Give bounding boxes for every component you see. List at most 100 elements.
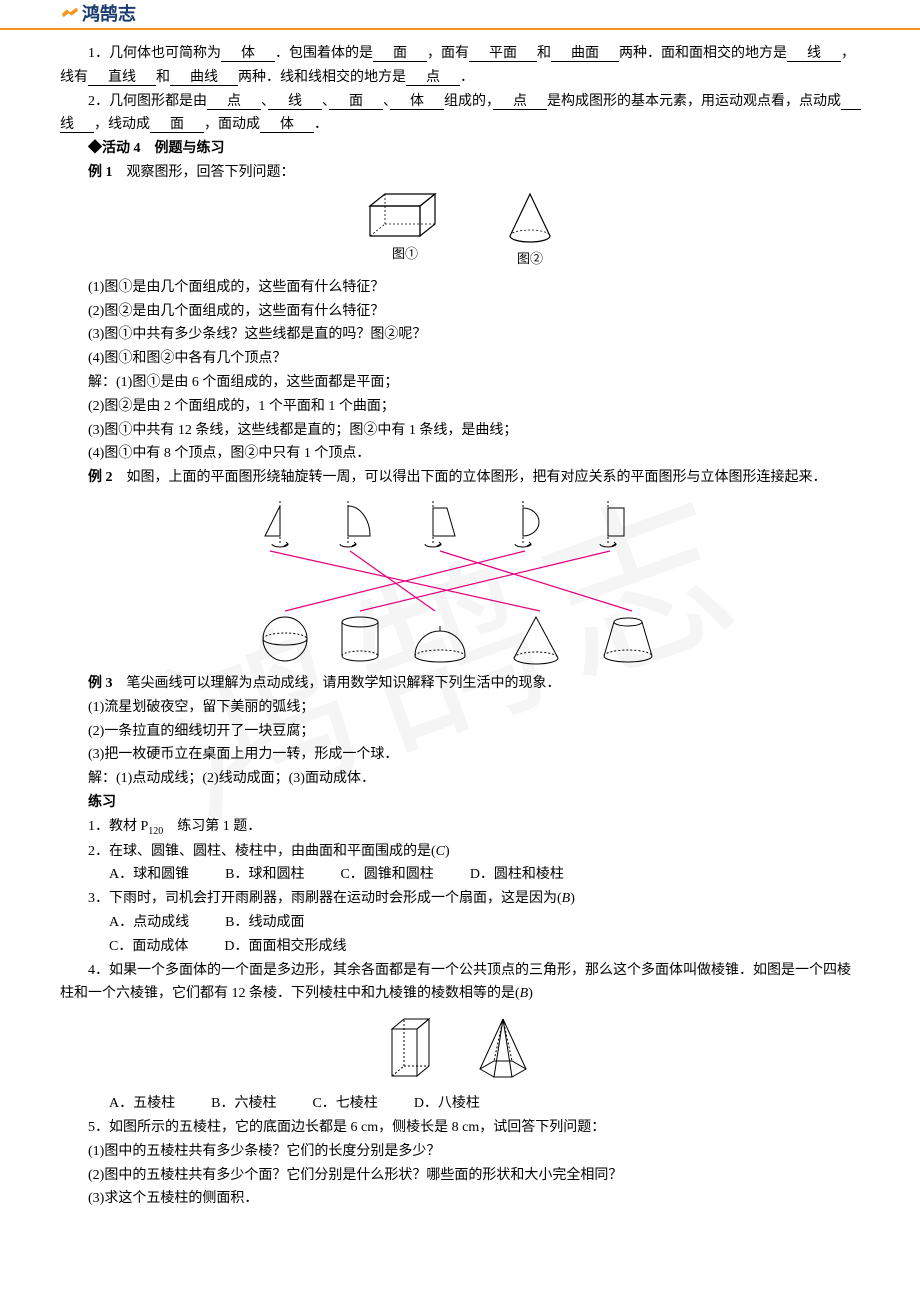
text: ) xyxy=(570,891,575,906)
ex3-2: (2)一条拉直的细线切开了一块豆腐； xyxy=(60,720,860,744)
text: ) xyxy=(528,986,533,1001)
practice-4-options: A．五棱柱 B．六棱柱 C．七棱柱 D．八棱柱 xyxy=(60,1092,860,1116)
page-header: 鸿鹄志 xyxy=(0,0,920,30)
blank: 体 xyxy=(390,94,444,110)
blank: 面 xyxy=(329,94,383,110)
practice-5-1: (1)图中的五棱柱共有多少条棱？它们的长度分别是多少？ xyxy=(60,1140,860,1164)
blank: 曲线 xyxy=(170,70,238,86)
num: 2． xyxy=(88,94,109,109)
practice-5: 5．如图所示的五棱柱，它的底面边长都是 6 cm，侧棱长是 8 cm，试回答下列… xyxy=(60,1116,860,1140)
subscript: 120 xyxy=(148,826,163,837)
figure-2-caption: 图② xyxy=(517,248,543,270)
blank: 面 xyxy=(150,117,204,133)
ex3-3: (3)把一枚硬币立在桌面上用力一转，形成一个球． xyxy=(60,743,860,767)
text: 几何图形都是由 xyxy=(109,94,207,109)
text: ，面有 xyxy=(427,46,469,61)
practice-3-options-2: C．面动成体 D．面面相交形成线 xyxy=(60,935,860,959)
example-3-text: 笔尖画线可以理解为点动成线，请用数学知识解释下列生活中的现象． xyxy=(113,676,561,691)
practice-4-figures xyxy=(60,1014,860,1084)
ex1-q3: (3)图①中共有多少条线？这些线都是直的吗？图②呢？ xyxy=(60,323,860,347)
option-c: C．圆锥和圆柱 xyxy=(340,863,433,887)
document-body: 1．几何体也可简称为 体 ．包围着体的是 面 ，面有 平面 和 曲面 两种．面和… xyxy=(0,42,920,1311)
answer: C xyxy=(436,844,445,859)
option-a: A．五棱柱 xyxy=(109,1092,175,1116)
text: 、 xyxy=(383,94,390,109)
text: ) xyxy=(445,844,450,859)
ex1-a1: 解：(1)图①是由 6 个面组成的，这些面都是平面； xyxy=(60,371,860,395)
logo-icon xyxy=(60,6,80,22)
prism-icon xyxy=(382,1014,442,1084)
practice-5-2: (2)图中的五棱柱共有多少个面？它们分别是什么形状？哪些面的形状和大小完全相同？ xyxy=(60,1164,860,1188)
practice-3-options-1: A．点动成线 B．线动成面 xyxy=(60,911,860,935)
text: ．包围着体的是 xyxy=(275,46,373,61)
example-3-label: 例 3 xyxy=(88,676,113,691)
ex1-q1: (1)图①是由几个面组成的，这些面有什么特征？ xyxy=(60,276,860,300)
text: 1．教材 P xyxy=(88,819,148,834)
cone-icon xyxy=(505,191,555,246)
ex1-a3: (3)图①中共有 12 条线，这些线都是直的；图②中有 1 条线，是曲线； xyxy=(60,419,860,443)
text: 和 xyxy=(537,46,551,61)
text: 组成的， xyxy=(444,94,493,109)
text: 两种．线和线相交的地方是 xyxy=(238,70,406,85)
text: 和 xyxy=(156,70,170,85)
blank: 体 xyxy=(221,46,275,62)
option-a: A．球和圆锥 xyxy=(109,863,189,887)
example-1-label: 例 1 xyxy=(88,165,113,180)
text: ，线动成 xyxy=(94,117,150,132)
figure-1-caption: 图① xyxy=(392,243,418,265)
text: 是构成图形的基本元素，用运动观点看，点动成 xyxy=(547,94,841,109)
figure-2: 图② xyxy=(505,191,555,270)
num: 1． xyxy=(88,46,109,61)
blank: 体 xyxy=(260,117,314,133)
option-b: B．球和圆柱 xyxy=(225,863,304,887)
example-2-text: 如图，上面的平面图形绕轴旋转一周，可以得出下面的立体图形，把有对应关系的平面图形… xyxy=(113,470,827,485)
answer: B xyxy=(520,986,529,1001)
ex3-ans: 解：(1)点动成线；(2)线动成面；(3)面动成体． xyxy=(60,767,860,791)
example-2: 例 2 如图，上面的平面图形绕轴旋转一周，可以得出下面的立体图形，把有对应关系的… xyxy=(60,466,860,490)
text: 、 xyxy=(261,94,268,109)
option-d: D．圆柱和棱柱 xyxy=(470,863,564,887)
example-1-text: 观察图形，回答下列问题： xyxy=(113,165,295,180)
example-2-label: 例 2 xyxy=(88,470,113,485)
blank: 直线 xyxy=(88,70,156,86)
practice-2: 2．在球、圆锥、圆柱、棱柱中，由曲面和平面围成的是(C) xyxy=(60,840,860,864)
ex1-a2: (2)图②是由 2 个面组成的，1 个平面和 1 个曲面； xyxy=(60,395,860,419)
logo: 鸿鹄志 xyxy=(60,0,136,29)
option-d: D．八棱柱 xyxy=(414,1092,480,1116)
blank: 面 xyxy=(373,46,427,62)
option-a: A．点动成线 xyxy=(109,911,189,935)
cuboid-icon xyxy=(365,191,445,241)
figure-1: 图① xyxy=(365,191,445,270)
example-3: 例 3 笔尖画线可以理解为点动成线，请用数学知识解释下列生活中的现象． xyxy=(60,672,860,696)
text: ． xyxy=(314,117,328,132)
matching-svg xyxy=(230,496,690,666)
text: 、 xyxy=(322,94,329,109)
blank: 点 xyxy=(406,70,460,86)
text: 3．下雨时，司机会打开雨刷器，雨刷器在运动时会形成一个扇面，这是因为( xyxy=(88,891,562,906)
ex3-1: (1)流星划破夜空，留下美丽的弧线； xyxy=(60,696,860,720)
practice-3: 3．下雨时，司机会打开雨刷器，雨刷器在运动时会形成一个扇面，这是因为(B) xyxy=(60,887,860,911)
ex1-a4: (4)图①中有 8 个顶点，图②中只有 1 个顶点． xyxy=(60,442,860,466)
option-c: C．七棱柱 xyxy=(312,1092,377,1116)
option-b: B．六棱柱 xyxy=(211,1092,276,1116)
practice-4: 4．如果一个多面体的一个面是多边形，其余各面都是有一个公共顶点的三角形，那么这个… xyxy=(60,959,860,1007)
option-d: D．面面相交形成线 xyxy=(224,935,346,959)
example-1-figures: 图① 图② xyxy=(60,191,860,270)
option-c: C．面动成体 xyxy=(109,935,188,959)
blank: 点 xyxy=(207,94,261,110)
logo-text: 鸿鹄志 xyxy=(82,0,136,29)
blank: 平面 xyxy=(469,46,537,62)
option-b: B．线动成面 xyxy=(225,911,304,935)
practice-2-options: A．球和圆锥 B．球和圆柱 C．圆锥和圆柱 D．圆柱和棱柱 xyxy=(60,863,860,887)
text: 练习第 1 题． xyxy=(163,819,261,834)
text: 2．在球、圆锥、圆柱、棱柱中，由曲面和平面围成的是( xyxy=(88,844,436,859)
hexagonal-pyramid-icon xyxy=(468,1014,538,1084)
matching-diagram xyxy=(60,496,860,666)
paragraph-2: 2．几何图形都是由 点 、 线 、 面 、 体 组成的， 点 是构成图形的基本元… xyxy=(60,90,860,138)
example-1: 例 1 观察图形，回答下列问题： xyxy=(60,161,860,185)
ex1-q4: (4)图①和图②中各有几个顶点？ xyxy=(60,347,860,371)
practice-heading: 练习 xyxy=(60,791,860,815)
text: 两种．面和面相交的地方是 xyxy=(619,46,787,61)
ex1-q2: (2)图②是由几个面组成的，这些面有什么特征？ xyxy=(60,300,860,324)
text: 4．如果一个多面体的一个面是多边形，其余各面都是有一个公共顶点的三角形，那么这个… xyxy=(60,963,851,1002)
